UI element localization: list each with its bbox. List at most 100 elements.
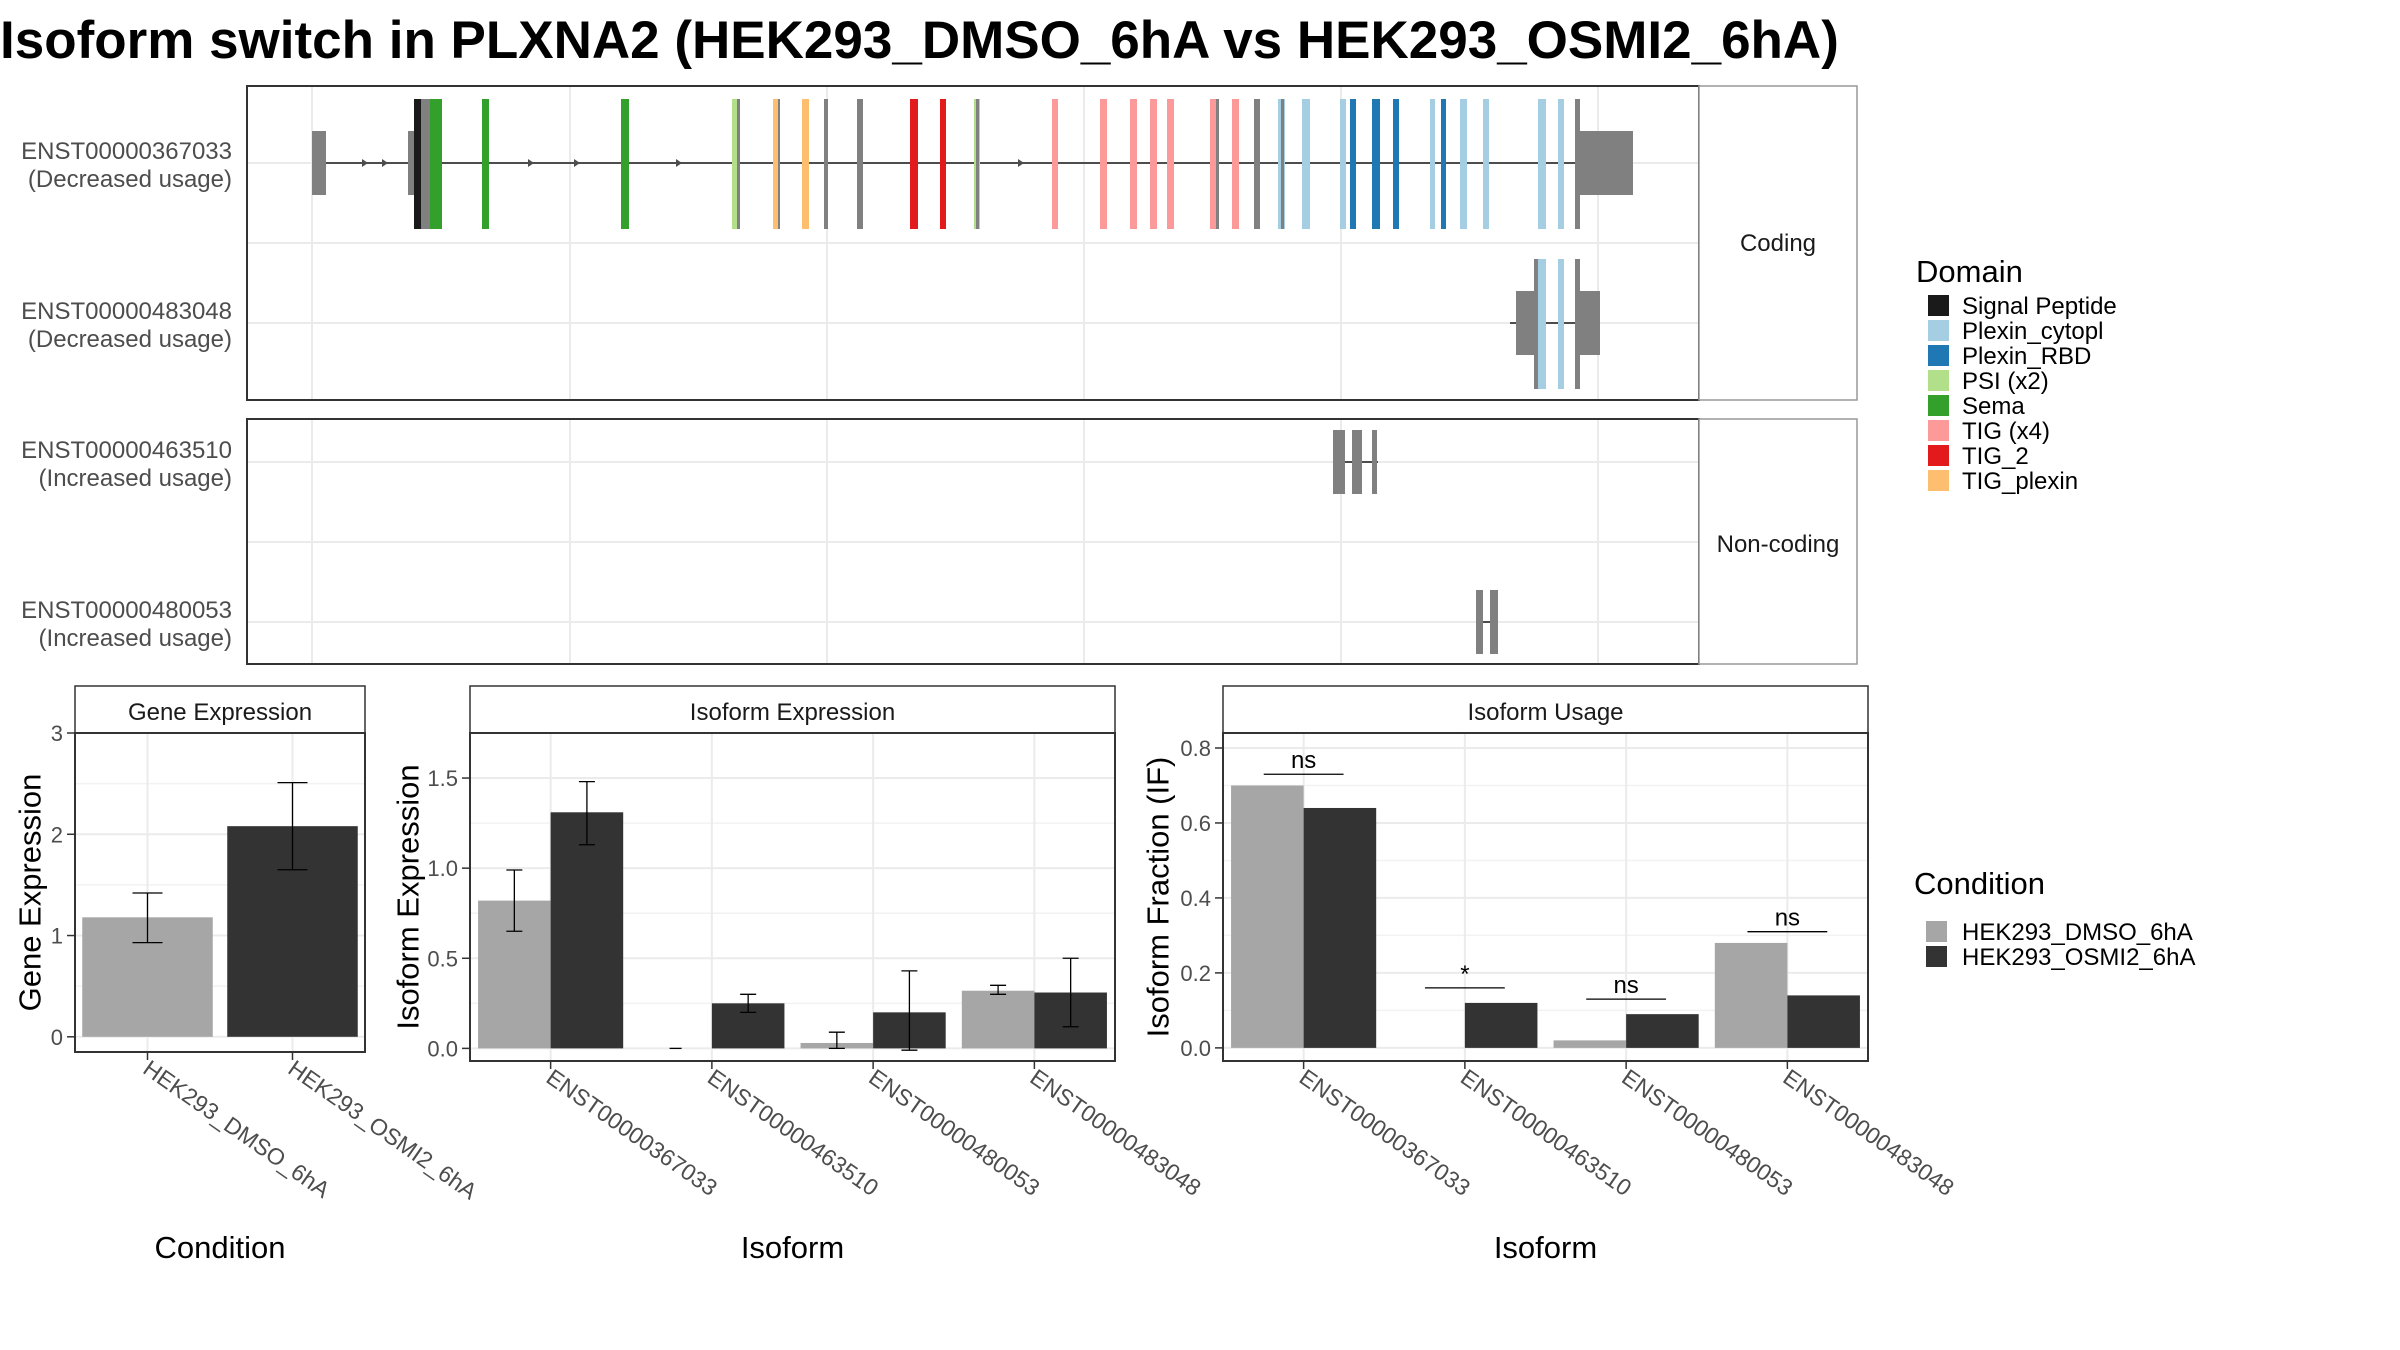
transcript-label-usage: (Increased usage) [39,625,232,652]
transcript-label-usage: (Increased usage) [39,465,232,492]
y-tick-label: 0.0 [427,1036,458,1061]
domain-legend-label: PSI (x2) [1962,368,2049,395]
bar [1553,1040,1627,1048]
x-tick-label: ENST00000480053 [864,1064,1044,1201]
bar [1303,807,1377,1048]
bar [1231,785,1304,1048]
transcript-ENST00000463510 [1333,430,1378,494]
plexin-cytopl-exon [1538,99,1546,229]
isoform-usage-chart: Isoform Usage ns * ns ns 0.0 0.2 0.4 0.6 0.8 ENST0… [1141,685,1959,1265]
x-tick-label: ENST00000463510 [1456,1064,1636,1201]
y-tick-label: 1.5 [427,766,458,791]
tig-exon [1232,99,1239,229]
tig-exon [1100,99,1107,229]
plexin-rbd-exon [1393,99,1399,229]
transcript-ENST00000483048 [1510,259,1600,389]
noncoding-facet-strip [1698,418,1858,665]
isoform-expression-chart: Isoform Expression0.00.51.01.5ENST000003… [391,685,1206,1265]
noncoding-exon [1352,430,1362,494]
x-axis-label: Isoform [1494,1230,1597,1265]
y-tick-label: 2 [51,822,63,847]
tig-exon [1150,99,1157,229]
exon [1254,99,1260,229]
transcript-ENST00000367033 [312,99,1633,229]
significance-label: * [1460,961,1469,988]
transcript-label-id: ENST00000367033 [21,138,232,165]
transcript-label-id: ENST00000483048 [21,298,232,325]
y-tick-label: 0.8 [1180,736,1211,761]
exon [737,99,740,229]
domain-legend-label: TIG_2 [1962,443,2029,470]
bar [1787,995,1860,1048]
signal-peptide-exon [414,99,421,229]
sema-exon [621,99,629,229]
x-tick-label: ENST00000463510 [703,1064,883,1201]
bar [1464,1002,1538,1048]
x-tick-label: ENST00000367033 [542,1064,722,1201]
exon [1575,99,1580,229]
coding-facet-strip [1698,85,1858,401]
y-tick-label: 0.6 [1180,811,1211,836]
domain-legend-swatch [1928,320,1949,341]
y-axis-label: Isoform Fraction (IF) [1141,757,1176,1038]
transcript-label-id: ENST00000480053 [21,597,232,624]
y-tick-label: 3 [51,721,63,746]
chart-title: Isoform Usage [1467,699,1623,726]
domain-legend-label: TIG (x4) [1962,418,2050,445]
exon [1216,99,1219,229]
exon [824,99,828,229]
domain-legend-label: TIG_plexin [1962,468,2078,495]
y-axis-label: Isoform Expression [391,764,426,1029]
significance-label: ns [1775,905,1800,932]
x-tick-label: ENST00000483048 [1026,1064,1206,1201]
condition-legend-swatch [1926,946,1947,967]
x-tick-label: ENST00000367033 [1295,1064,1475,1201]
domain-legend-swatch [1928,345,1949,366]
domain-legend-swatch [1928,295,1949,316]
domain-legend-swatch [1928,445,1949,466]
domain-legend-label: Plexin_RBD [1962,343,2091,370]
plexin-cytopl-exon [1558,259,1564,389]
utr-exon [408,131,416,195]
transcript-structure-panels: Coding Non-coding ENST00000367033 (Decre… [21,85,1858,665]
significance-label: ns [1613,972,1638,999]
bar [1714,942,1788,1048]
domain-legend: Domain Signal PeptidePlexin_cytoplPlexin… [1916,254,2117,495]
y-tick-label: 1 [51,924,63,949]
y-tick-label: 1.0 [427,856,458,881]
domain-legend-items: Signal PeptidePlexin_cytoplPlexin_RBDPSI… [1928,293,2117,495]
utr-exon [312,131,326,195]
condition-legend-label: HEK293_DMSO_6hA [1962,919,2193,946]
plexin-cytopl-exon [1558,99,1564,229]
exon [976,99,979,229]
significance-label: ns [1291,747,1316,774]
condition-legend: Condition HEK293_DMSO_6hAHEK293_OSMI2_6h… [1914,866,2195,971]
noncoding-facet-label: Non-coding [1717,531,1840,558]
plexin-rbd-exon [1441,99,1446,229]
domain-legend-label: Plexin_cytopl [1962,318,2103,345]
plot-border [74,732,366,1053]
tig-exon [1052,99,1058,229]
exon [857,99,863,229]
exon [778,99,780,229]
condition-legend-title: Condition [1914,866,2045,901]
exon [1575,259,1580,389]
facet-strip [1222,685,1869,734]
tig-exon [1167,99,1174,229]
tig-exon [1130,99,1137,229]
plexin-cytopl-exon [1340,99,1346,229]
condition-legend-swatch [1926,921,1947,942]
x-tick-label: ENST00000480053 [1617,1064,1797,1201]
bar [550,812,624,1049]
plexin-rbd-exon [1372,99,1380,229]
plexin-cytopl-exon [1302,99,1310,229]
sema-exon [430,99,442,229]
plexin-cytopl-exon [1460,99,1467,229]
y-tick-label: 0.0 [1180,1036,1211,1061]
y-tick-label: 0.2 [1180,961,1211,986]
noncoding-exon [1476,590,1483,654]
plot-border [469,732,1116,1062]
exon [421,99,430,229]
